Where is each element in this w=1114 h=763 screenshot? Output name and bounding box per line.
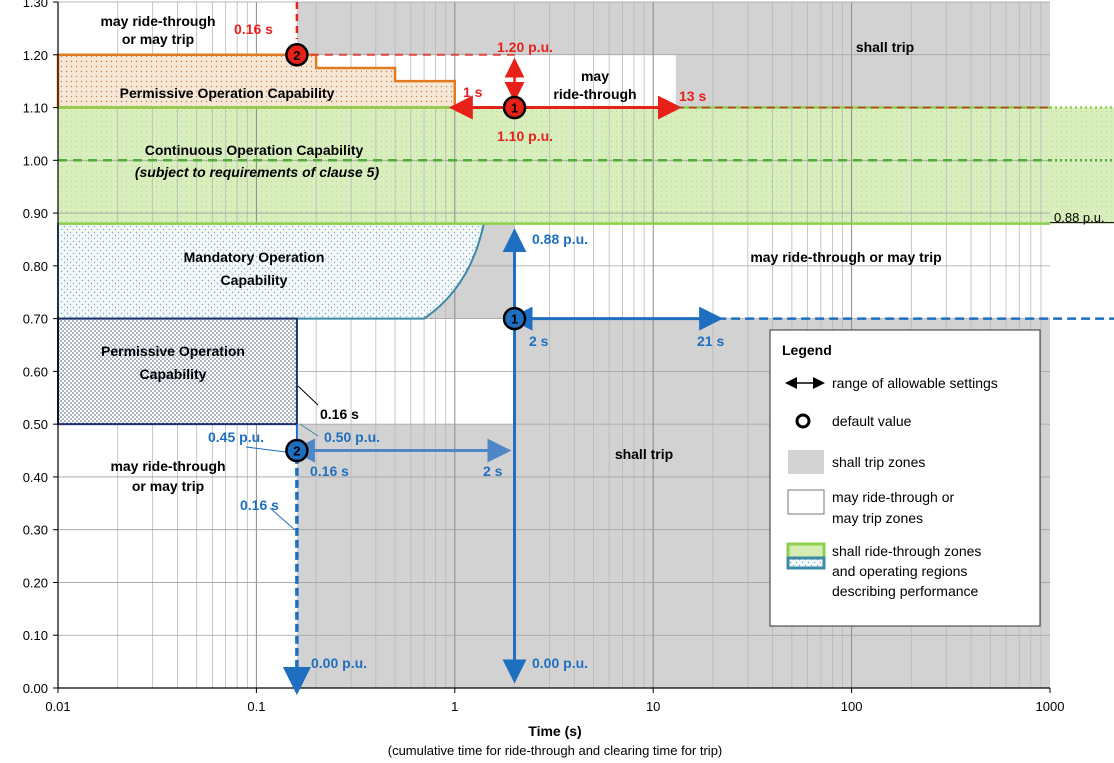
y-tick-label: 1.00: [23, 153, 48, 168]
y-tick-label: 0.70: [23, 312, 48, 327]
annotation-p050: 0.50 p.u.: [324, 429, 380, 445]
annotation-21s: 21 s: [697, 333, 724, 349]
x-tick-label: 0.1: [247, 699, 265, 714]
legend-item-range: range of allowable settings: [832, 375, 998, 391]
permissive-operation-region-lower: [57, 317, 298, 426]
uv1-default-marker: [502, 306, 527, 331]
y-tick-label: 1.10: [23, 101, 48, 116]
region-label-may-right: may ride-through or may trip: [750, 249, 941, 265]
annotation-t016-blue: 0.16 s: [310, 463, 349, 479]
region-label-may-upper-left: may ride-through or may trip: [100, 13, 215, 47]
legend-item-default: default value: [832, 413, 912, 429]
y-tick-label: 0.20: [23, 575, 48, 590]
labels-layer: shall trip shall trip may ride-through or m…: [100, 13, 1104, 671]
x-axis-title: Time (s): [528, 723, 581, 739]
region-label-continuous-note: (subject to requirements of clause 5): [135, 164, 380, 180]
annotation-p088: 0.88 p.u.: [532, 231, 588, 247]
x-tick-label: 1: [451, 699, 458, 714]
y-tick-label: 1.30: [23, 0, 48, 10]
annotation-2s-low: 2 s: [483, 463, 503, 479]
y-tick-label: 0.80: [23, 259, 48, 274]
t016-vert-leader-line: [269, 507, 296, 531]
y-tick-label: 0.90: [23, 206, 48, 221]
x-tick-label: 10: [646, 699, 660, 714]
annotation-t016-top: 0.16 s: [234, 21, 273, 37]
annotation-t016-vert: 0.16 s: [240, 497, 279, 513]
continuous-operation-zone: [58, 107, 1114, 224]
region-label-mandatory: Mandatory Operation Capability: [184, 249, 325, 288]
ov1-default-marker-label: 1: [511, 101, 518, 116]
x-tick-label: 1000: [1036, 699, 1065, 714]
ov1-default-marker: [502, 95, 527, 120]
legend-item-may: may ride-through or may trip zones: [832, 489, 955, 526]
region-label-permissive-upper: Permissive Operation Capability: [120, 85, 335, 101]
legend-ride-through-swatch-teal: [786, 556, 826, 570]
y-tick-label: 1.20: [23, 48, 48, 63]
annotation-2s-mid: 2 s: [529, 333, 549, 349]
annotation-p120: 1.20 p.u.: [497, 39, 553, 55]
legend-item-shall-trip: shall trip zones: [832, 454, 925, 470]
y-tick-label: 0.60: [23, 364, 48, 379]
regions-layer: [56, 53, 1114, 426]
annotation-13s: 13 s: [679, 88, 706, 104]
annotation-p000-left: 0.00 p.u.: [311, 655, 367, 671]
legend-shall-trip-swatch: [788, 450, 824, 474]
annotation-t016-black: 0.16 s: [320, 406, 359, 422]
legend-may-zone-swatch: [787, 489, 825, 515]
annotation-p000-right: 0.00 p.u.: [532, 655, 588, 671]
y-tick-label: 0.30: [23, 523, 48, 538]
uv2-default-marker: [285, 438, 309, 463]
annotation-p088-right: 0.88 p.u.: [1054, 210, 1105, 225]
legend-ride-through-swatch-green: [786, 542, 826, 560]
y-tick-label: 0.50: [23, 417, 48, 432]
legend-default-value-icon: [795, 413, 811, 429]
y-tick-label: 0.40: [23, 470, 48, 485]
region-label-may-lower-left: may ride-through or may trip: [110, 458, 225, 494]
ov2-default-marker-label: 2: [293, 48, 300, 63]
t016-leader-line: [297, 385, 319, 406]
region-label-shall-trip-top: shall trip: [856, 39, 914, 55]
region-label-may-upper-mid: may ride-through: [553, 68, 636, 102]
p050-leader-line: [299, 423, 319, 437]
uv2-default-marker-label: 2: [293, 444, 300, 459]
arrows-layer: 1 2 1 2: [245, 2, 1114, 695]
axes-layer: 0.00 0.10 0.20 0.30 0.40 0.50 0.60 0.70 0.80 0.90…: [23, 0, 1065, 714]
region-label-continuous: Continuous Operation Capability: [145, 142, 364, 158]
p045-leader-line: [245, 446, 287, 453]
legend-title: Legend: [782, 342, 832, 358]
y-tick-label: 0.10: [23, 628, 48, 643]
annotation-p045: 0.45 p.u.: [208, 429, 264, 445]
uv1-default-marker-label: 1: [511, 312, 518, 327]
region-label-shall-trip-mid: shall trip: [615, 446, 673, 462]
legend-item-ride-through: shall ride-through zones and operating re…: [832, 543, 981, 599]
region-label-permissive-lower: Permissive Operation Capability: [101, 343, 245, 382]
may-ride-through-zone-lower: [514, 223, 1050, 319]
x-tick-label: 0.01: [45, 699, 70, 714]
annotation-1s: 1 s: [463, 84, 483, 100]
legend: Legend range of allowable settings default…: [769, 329, 1041, 627]
x-tick-label: 100: [841, 699, 863, 714]
annotation-p110: 1.10 p.u.: [497, 128, 553, 144]
y-tick-label: 0.00: [23, 681, 48, 696]
ov2-default-marker: [285, 43, 309, 67]
x-axis-subtitle: (cumulative time for ride-through and cl…: [388, 743, 723, 758]
